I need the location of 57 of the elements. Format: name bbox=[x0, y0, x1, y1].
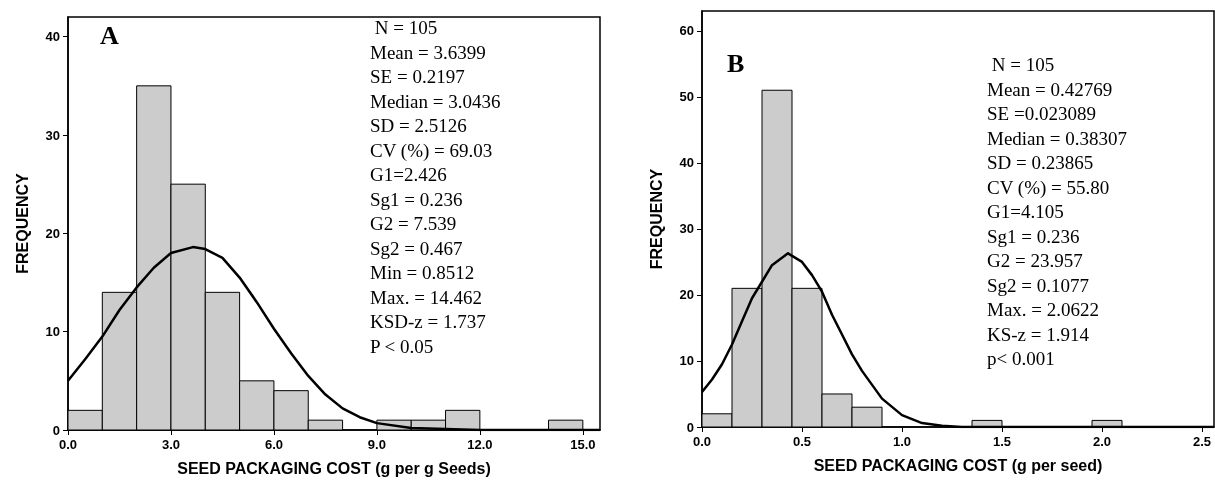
x-tick-label: 0.0 bbox=[58, 437, 78, 452]
annotation: G1=2.426 bbox=[370, 164, 447, 185]
annotation: N = 105 bbox=[987, 54, 1055, 75]
x-tick-label: 1.0 bbox=[892, 434, 912, 449]
x-tick-label: 2.5 bbox=[1192, 434, 1212, 449]
chart-title: A bbox=[100, 20, 119, 50]
y-tick-label: 50 bbox=[679, 89, 694, 105]
x-tick-label: 1.5 bbox=[992, 434, 1012, 449]
annotation: Sg1 = 0.236 bbox=[987, 225, 1080, 247]
annotation: G2 = 23.957 bbox=[987, 250, 1083, 271]
x-tick-label: 15.0 bbox=[570, 437, 596, 452]
x-axis-title: SEED PACKAGING COST (g per seed) bbox=[813, 456, 1103, 474]
annotation: SD = 2.5126 bbox=[370, 115, 467, 136]
x-tick-label: 9.0 bbox=[367, 437, 386, 452]
annotation: Mean = 3.6399 bbox=[370, 41, 486, 63]
y-axis-title: FREQUENCY bbox=[647, 168, 665, 270]
y-tick-label: 10 bbox=[679, 353, 694, 369]
y-tick-label: 30 bbox=[679, 221, 694, 237]
y-tick-label: 0 bbox=[52, 422, 60, 438]
annotation: Sg2 = 0.467 bbox=[370, 237, 463, 259]
y-tick-label: 60 bbox=[679, 23, 694, 39]
annotation: CV (%) = 69.03 bbox=[370, 139, 493, 162]
y-tick-label: 20 bbox=[45, 225, 60, 241]
y-tick-label: 10 bbox=[45, 324, 60, 340]
annotation: SD = 0.23865 bbox=[987, 152, 1094, 173]
annotation: Median = 0.38307 bbox=[987, 127, 1128, 149]
annotation: Min = 0.8512 bbox=[370, 262, 475, 283]
x-tick-label: 0.5 bbox=[792, 434, 812, 449]
annotation: p< 0.001 bbox=[987, 348, 1055, 369]
annotation: SE = 0.2197 bbox=[370, 66, 465, 87]
annotation: Max. = 2.0622 bbox=[987, 299, 1100, 320]
x-tick-label: 6.0 bbox=[264, 437, 283, 452]
x-tick-label: 0.0 bbox=[692, 434, 712, 449]
annotation: Max. = 14.462 bbox=[370, 286, 483, 308]
y-tick-label: 40 bbox=[45, 29, 60, 45]
x-tick-label: 3.0 bbox=[161, 437, 181, 452]
x-tick-label: 2.0 bbox=[1092, 434, 1112, 449]
annotation: Mean = 0.42769 bbox=[987, 78, 1113, 100]
y-axis-title: FREQUENCY bbox=[13, 172, 31, 274]
annotation: Sg2 = 0.1077 bbox=[987, 274, 1090, 296]
y-tick-label: 40 bbox=[679, 155, 694, 171]
annotation: P < 0.05 bbox=[370, 335, 434, 357]
annotation: CV (%) = 55.80 bbox=[987, 176, 1110, 199]
annotation: KSD-z = 1.737 bbox=[370, 311, 486, 332]
x-axis-title: SEED PACKAGING COST (g per g Seeds) bbox=[177, 459, 491, 477]
annotation: KS-z = 1.914 bbox=[987, 323, 1090, 345]
y-tick-label: 0 bbox=[686, 419, 694, 435]
annotation: G1=4.105 bbox=[987, 201, 1064, 222]
y-tick-label: 20 bbox=[679, 287, 694, 303]
text: B bbox=[727, 48, 745, 78]
y-tick-label: 30 bbox=[45, 127, 60, 143]
annotation: N = 105 bbox=[370, 17, 438, 38]
annotation: Median = 3.0436 bbox=[370, 90, 501, 112]
x-tick-label: 12.0 bbox=[467, 437, 493, 452]
annotation: G2 = 7.539 bbox=[370, 213, 457, 234]
annotation: SE =0.023089 bbox=[987, 103, 1096, 124]
annotation: Sg1 = 0.236 bbox=[370, 188, 463, 210]
